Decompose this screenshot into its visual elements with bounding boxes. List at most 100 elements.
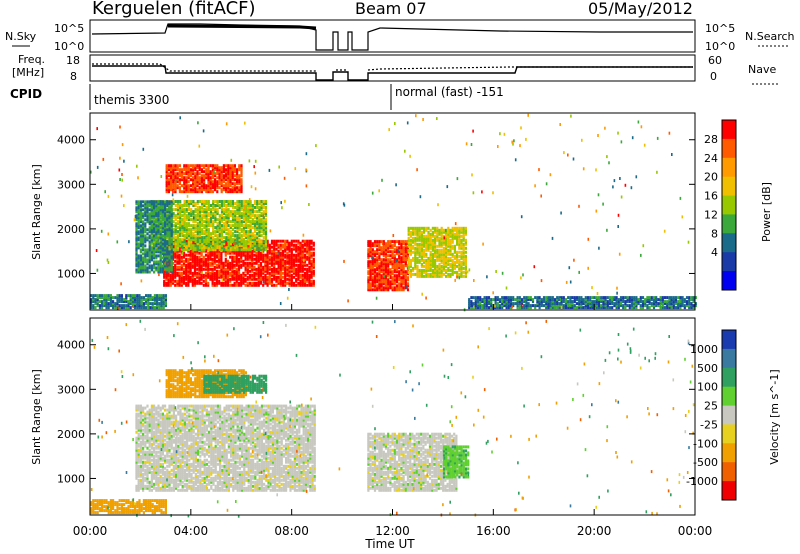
power-cell-0 [242, 259, 245, 263]
power-cell-2 [249, 246, 252, 250]
power-cell-2 [234, 222, 237, 226]
power-cell-2 [196, 210, 199, 214]
power-cell-0 [259, 253, 263, 257]
power-cell-1 [192, 182, 195, 186]
power-cell-7 [485, 296, 488, 300]
power-cell-0 [279, 259, 282, 263]
power-cell-6 [138, 306, 141, 310]
power-cell-5 [458, 230, 461, 234]
power-cell-6 [140, 300, 143, 304]
power-cell-6 [127, 300, 130, 304]
power-cell-2 [183, 208, 186, 212]
power-cell-4 [380, 268, 383, 272]
power-cell-5 [449, 256, 452, 260]
power-cell-5 [429, 250, 432, 254]
power-cell-2 [258, 218, 261, 222]
power-cell-7 [542, 304, 546, 308]
power-cell-5 [423, 226, 426, 230]
power-cell-0 [306, 263, 309, 267]
power-cell-2 [214, 212, 217, 216]
power-cell-4 [367, 244, 370, 248]
power-cell-5 [416, 250, 419, 254]
power-cell-4 [406, 276, 410, 280]
power-cell-2 [192, 204, 195, 207]
power-cell-7 [503, 300, 506, 304]
power-cell-7 [575, 298, 579, 302]
power-cell-7 [615, 296, 618, 300]
power-cell-0 [191, 271, 194, 275]
power-cell-7 [531, 304, 535, 308]
power-cell-5 [418, 238, 421, 242]
power-cell-7 [670, 300, 673, 304]
power-cell-0 [288, 277, 291, 281]
power-cell-3 [148, 222, 151, 226]
power-cell-2 [240, 242, 243, 246]
power-cell-7 [567, 304, 570, 308]
power-cell-4 [367, 252, 370, 256]
power-cell-7 [485, 304, 488, 308]
power-cell-3 [153, 250, 156, 254]
power-cell-2 [176, 244, 180, 248]
power-cell-0 [312, 257, 315, 261]
power-cell-2 [181, 240, 184, 244]
power-cell-7 [626, 298, 629, 302]
power-cell-0 [273, 277, 276, 281]
power-cell-7 [584, 296, 587, 300]
power-cell-1 [218, 180, 221, 184]
power-cell-5 [453, 270, 456, 274]
power-cell-2 [245, 244, 248, 248]
power-cell-3 [157, 202, 160, 206]
power-cell-0 [180, 255, 183, 259]
power-cell-6 [149, 294, 152, 298]
power-cell-0 [275, 283, 278, 287]
power-cell-4 [395, 262, 399, 266]
power-cell-6 [120, 298, 123, 302]
power-cell-1 [211, 180, 214, 184]
power-cell-0 [290, 255, 293, 259]
power-cell-7 [630, 304, 634, 308]
power-cell-2 [236, 222, 239, 226]
power-cell-1 [205, 172, 208, 176]
power-cell-0 [171, 253, 175, 257]
power-cell-0 [273, 261, 276, 265]
power-cell-1 [196, 184, 199, 188]
power-cell-3 [144, 200, 147, 204]
power-cell-2 [194, 236, 197, 240]
power-cell-4 [404, 272, 407, 276]
power-cell-0 [266, 271, 269, 275]
power-cell-7 [611, 298, 614, 302]
power-cell-4 [402, 242, 405, 246]
power-cell-7 [584, 306, 587, 310]
power-cell-4 [380, 240, 383, 244]
power-cell-7 [551, 304, 554, 308]
power-cell-0 [286, 245, 289, 249]
power-cell-0 [229, 277, 232, 281]
power-cell-2 [258, 238, 261, 242]
power-cell-3 [164, 248, 167, 252]
power-cell-0 [220, 263, 223, 267]
power-cell-0 [196, 259, 199, 263]
power-cell-2 [196, 248, 199, 252]
power-cell-0 [308, 257, 311, 261]
power-cell-4 [369, 278, 372, 282]
power-cell-3 [137, 244, 140, 248]
power-cell-0 [308, 249, 311, 253]
power-cell-2 [176, 236, 180, 240]
power-cell-3 [161, 226, 164, 230]
power-cell-2 [227, 234, 230, 238]
power-cell-1 [189, 190, 192, 194]
power-cell-3 [166, 268, 169, 272]
power-cell-1 [174, 182, 177, 186]
power-cell-0 [288, 243, 291, 247]
power-cell-5 [440, 226, 443, 230]
power-cell-0 [273, 259, 276, 263]
power-cell-7 [483, 302, 486, 306]
power-cell-2 [207, 238, 210, 242]
power-cell-0 [213, 255, 216, 259]
power-cell-4 [398, 258, 401, 262]
power-cell-3 [159, 206, 162, 210]
power-cell-2 [258, 220, 261, 224]
power-cell-5 [451, 234, 454, 238]
power-cell-1 [214, 168, 217, 172]
power-cell-2 [190, 240, 193, 244]
